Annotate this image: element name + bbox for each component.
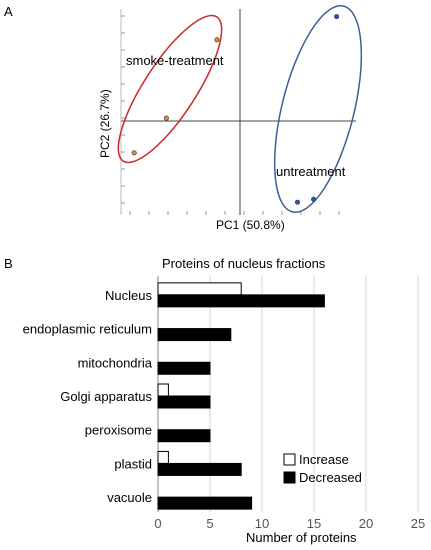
ellipse-smoke-treatment xyxy=(117,14,223,164)
x-tick-label: 0 xyxy=(154,516,161,531)
x-axis-label: Number of proteins xyxy=(246,530,357,545)
pca-points xyxy=(131,14,340,205)
point-untreatment xyxy=(294,199,300,205)
bar-decreased xyxy=(157,328,232,342)
bar-chart: Proteins of nucleus fractions Nucleus end… xyxy=(23,256,426,545)
category-label: mitochondria xyxy=(78,355,153,370)
legend-swatch-decreased xyxy=(283,471,296,484)
point-smoke-treatment xyxy=(214,37,220,43)
point-untreatment xyxy=(311,196,317,202)
bar-increase xyxy=(157,383,169,397)
series-label-untreatment: untreatment xyxy=(276,164,346,179)
category-labels: Nucleus endoplasmic reticulum mitochondria… xyxy=(23,288,153,505)
legend-label-decreased: Decreased xyxy=(299,470,362,485)
panel-a-label: A xyxy=(4,4,13,19)
series-label-smoke-treatment: smoke-treatment xyxy=(126,53,224,68)
category-label: endoplasmic reticulum xyxy=(23,322,152,337)
bars xyxy=(157,282,325,510)
category-label: peroxisome xyxy=(85,423,152,438)
x-tick-label: 5 xyxy=(206,516,213,531)
bar-decreased xyxy=(157,361,211,375)
category-label: Nucleus xyxy=(105,288,152,303)
bar-decreased xyxy=(157,429,211,443)
bar-decreased xyxy=(157,496,253,510)
x-tick-labels: 0 5 10 15 20 25 xyxy=(154,516,425,531)
bar-increase xyxy=(157,282,242,296)
x-tick-label: 20 xyxy=(359,516,373,531)
panel-b-label: B xyxy=(4,256,13,271)
bar-decreased xyxy=(157,294,325,308)
ellipse-untreatment xyxy=(273,5,363,213)
bar-increase xyxy=(157,450,169,464)
bar-decreased xyxy=(157,462,242,476)
point-smoke-treatment xyxy=(163,115,169,121)
point-smoke-treatment xyxy=(131,150,137,156)
bar-decreased xyxy=(157,395,211,409)
category-label: Golgi apparatus xyxy=(60,389,152,404)
chart-title: Proteins of nucleus fractions xyxy=(162,256,326,271)
legend: Increase Decreased xyxy=(283,452,362,485)
category-label: vacuole xyxy=(107,490,152,505)
legend-swatch-increase xyxy=(283,453,296,466)
x-tick-label: 25 xyxy=(411,516,425,531)
pca-ellipses xyxy=(117,5,363,213)
x-tick-label: 15 xyxy=(307,516,321,531)
x-tick-label: 10 xyxy=(255,516,269,531)
pca-ticks xyxy=(121,15,340,215)
x-axis-label: PC1 (50.8%) xyxy=(216,218,285,232)
pca-plot: smoke-treatment untreatment PC1 (50.8%) … xyxy=(98,5,363,232)
legend-label-increase: Increase xyxy=(299,452,349,467)
point-untreatment xyxy=(334,14,340,20)
y-axis-label: PC2 (26.7%) xyxy=(98,89,112,158)
pca-axes xyxy=(120,9,356,215)
category-label: plastid xyxy=(114,456,152,471)
